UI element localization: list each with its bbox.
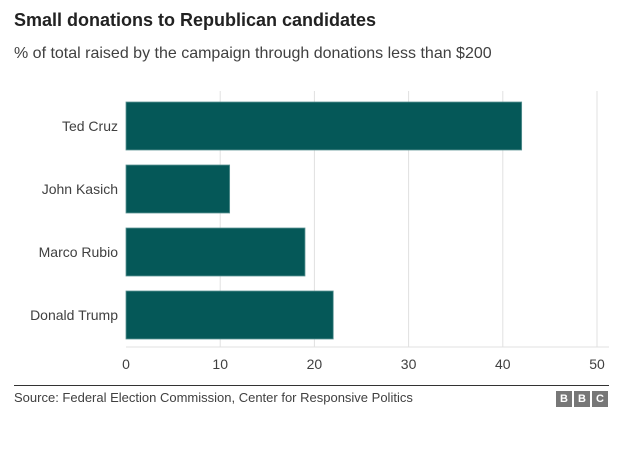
- bar: [125, 164, 231, 214]
- footer-divider: [14, 385, 609, 386]
- chart-title: Small donations to Republican candidates: [14, 10, 377, 30]
- x-tick-label: 10: [212, 356, 228, 372]
- x-tick-label: 20: [307, 356, 323, 372]
- category-label: Donald Trump: [30, 307, 118, 323]
- category-label: John Kasich: [42, 181, 118, 197]
- bar: [125, 227, 306, 277]
- category-label: Ted Cruz: [62, 118, 118, 134]
- bbc-logo: B B C: [556, 391, 608, 407]
- x-tick-label: 30: [401, 356, 417, 372]
- bar-chart: 0 10 20 30 40 50 Ted Cruz John Kasich Marco Rubi…: [30, 91, 609, 372]
- x-tick-label: 40: [495, 356, 511, 372]
- bbc-logo-letter: B: [556, 391, 572, 407]
- chart-subtitle: % of total raised by the campaign throug…: [14, 45, 492, 62]
- category-label: Marco Rubio: [39, 244, 119, 260]
- source-note: Source: Federal Election Commission, Cen…: [14, 390, 413, 405]
- bbc-logo-letter: C: [592, 391, 608, 407]
- x-tick-label: 50: [589, 356, 605, 372]
- bar: [125, 101, 523, 151]
- bar: [125, 290, 334, 340]
- bbc-logo-letter: B: [574, 391, 590, 407]
- x-tick-label: 0: [122, 356, 130, 372]
